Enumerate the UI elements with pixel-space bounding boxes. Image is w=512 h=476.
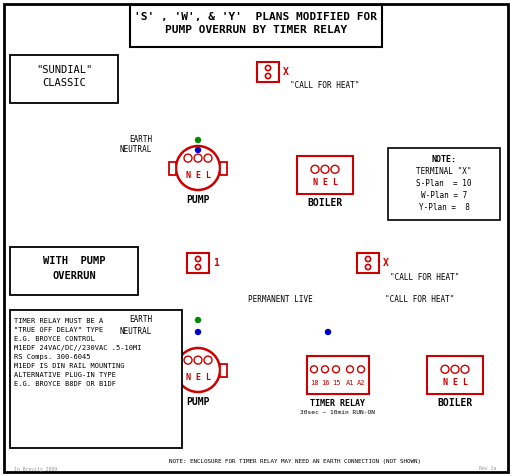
Text: S-Plan  = 10: S-Plan = 10 xyxy=(416,179,472,188)
Text: In Brevity 2009: In Brevity 2009 xyxy=(14,466,57,472)
Bar xyxy=(220,161,227,175)
Text: L: L xyxy=(205,373,210,382)
Text: E: E xyxy=(453,378,458,387)
Circle shape xyxy=(311,165,319,173)
Text: X: X xyxy=(383,258,389,268)
Circle shape xyxy=(184,356,192,364)
Bar xyxy=(257,62,279,82)
Text: CLASSIC: CLASSIC xyxy=(42,78,86,88)
Text: 1: 1 xyxy=(213,258,219,268)
Text: Y-Plan =  8: Y-Plan = 8 xyxy=(419,204,470,212)
Text: BOILER: BOILER xyxy=(307,198,343,208)
Text: "CALL FOR HEAT": "CALL FOR HEAT" xyxy=(386,295,455,304)
Text: 18: 18 xyxy=(310,380,318,387)
Circle shape xyxy=(204,154,212,162)
Text: 16: 16 xyxy=(321,380,329,387)
Circle shape xyxy=(196,138,201,142)
Text: NOTE:: NOTE: xyxy=(432,156,457,165)
Text: W-Plan = 7: W-Plan = 7 xyxy=(421,191,467,200)
Circle shape xyxy=(176,146,220,190)
Circle shape xyxy=(196,329,201,335)
Bar xyxy=(297,156,353,194)
Circle shape xyxy=(184,154,192,162)
Circle shape xyxy=(441,365,449,373)
Text: PUMP: PUMP xyxy=(186,397,210,407)
Circle shape xyxy=(451,365,459,373)
Circle shape xyxy=(265,65,271,70)
Text: NEUTRAL: NEUTRAL xyxy=(120,327,152,337)
Text: NOTE: ENCLOSURE FOR TIMER RELAY MAY NEED AN EARTH CONNECTION (NOT SHOWN): NOTE: ENCLOSURE FOR TIMER RELAY MAY NEED… xyxy=(169,459,421,465)
Text: L: L xyxy=(205,171,210,180)
Circle shape xyxy=(194,356,202,364)
Text: E: E xyxy=(323,178,328,187)
Text: E: E xyxy=(196,373,201,382)
Text: "SUNDIAL": "SUNDIAL" xyxy=(36,65,92,75)
Bar xyxy=(130,5,382,47)
Circle shape xyxy=(322,366,329,373)
Circle shape xyxy=(331,165,339,173)
Text: 15: 15 xyxy=(332,380,340,387)
Bar xyxy=(10,247,138,295)
Circle shape xyxy=(196,257,201,262)
Bar xyxy=(169,161,176,175)
Bar xyxy=(169,364,176,377)
Text: TIMER RELAY MUST BE A
"TRUE OFF DELAY" TYPE
E.G. BROYCE CONTROL
M1EDF 24VAC/DC//: TIMER RELAY MUST BE A "TRUE OFF DELAY" T… xyxy=(14,318,141,387)
Text: L: L xyxy=(332,178,337,187)
Circle shape xyxy=(461,365,469,373)
Text: NEUTRAL: NEUTRAL xyxy=(120,146,152,155)
Text: PUMP: PUMP xyxy=(186,195,210,205)
Circle shape xyxy=(176,348,220,392)
Circle shape xyxy=(321,165,329,173)
Text: BOILER: BOILER xyxy=(437,398,473,408)
Circle shape xyxy=(265,73,271,79)
Text: EARTH: EARTH xyxy=(129,136,152,145)
Text: PERMANENT LIVE: PERMANENT LIVE xyxy=(248,295,312,304)
Circle shape xyxy=(357,366,365,373)
Circle shape xyxy=(196,264,201,269)
Bar xyxy=(357,253,379,273)
Bar xyxy=(388,148,500,220)
Circle shape xyxy=(196,148,201,152)
Text: OVERRUN: OVERRUN xyxy=(52,271,96,281)
Bar xyxy=(10,55,118,103)
Text: N: N xyxy=(185,373,190,382)
Text: A2: A2 xyxy=(357,380,365,387)
Bar xyxy=(10,310,182,448)
Text: TERMINAL "X": TERMINAL "X" xyxy=(416,168,472,177)
Circle shape xyxy=(366,257,371,262)
Text: "CALL FOR HEAT": "CALL FOR HEAT" xyxy=(390,272,459,281)
Text: "CALL FOR HEAT": "CALL FOR HEAT" xyxy=(290,81,359,90)
Text: Rev 1a: Rev 1a xyxy=(479,466,496,472)
Circle shape xyxy=(196,317,201,323)
Text: WITH  PUMP: WITH PUMP xyxy=(42,256,105,266)
Circle shape xyxy=(347,366,353,373)
Bar xyxy=(307,356,369,394)
Circle shape xyxy=(194,154,202,162)
Text: E: E xyxy=(196,171,201,180)
Text: L: L xyxy=(462,378,467,387)
Text: N: N xyxy=(312,178,317,187)
Circle shape xyxy=(332,366,339,373)
Circle shape xyxy=(326,329,331,335)
Text: EARTH: EARTH xyxy=(129,316,152,325)
Text: 'S' , 'W', & 'Y'  PLANS MODIFIED FOR: 'S' , 'W', & 'Y' PLANS MODIFIED FOR xyxy=(135,12,377,22)
Text: A1: A1 xyxy=(346,380,354,387)
Bar xyxy=(427,356,483,394)
Text: TIMER RELAY: TIMER RELAY xyxy=(310,398,366,407)
Circle shape xyxy=(204,356,212,364)
Bar xyxy=(220,364,227,377)
Circle shape xyxy=(366,264,371,269)
Text: X: X xyxy=(283,67,289,77)
Circle shape xyxy=(310,366,317,373)
Text: N: N xyxy=(185,171,190,180)
Text: 30sec ~ 10min RUN-ON: 30sec ~ 10min RUN-ON xyxy=(301,409,375,415)
Bar xyxy=(187,253,209,273)
Text: N: N xyxy=(442,378,447,387)
Text: PUMP OVERRUN BY TIMER RELAY: PUMP OVERRUN BY TIMER RELAY xyxy=(165,25,347,35)
